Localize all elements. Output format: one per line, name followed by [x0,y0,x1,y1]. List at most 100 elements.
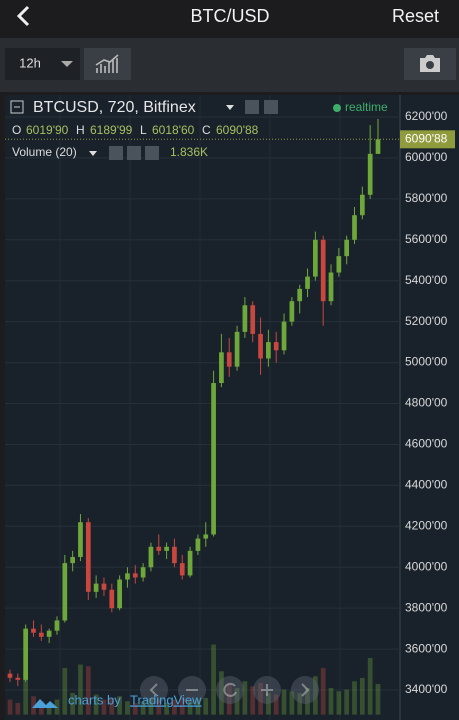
volume-bar [46,702,52,715]
y-tick-label: 4600'00 [405,437,448,451]
volume-bar [313,676,318,715]
eye-icon[interactable] [245,100,259,114]
y-tick-label: 3800'00 [405,600,448,614]
candle-body [62,563,68,621]
candles [7,119,381,686]
grid [5,95,400,720]
y-tick-label: 4200'00 [405,518,448,532]
volume-bar [23,671,29,715]
symbol-dropdown[interactable] [226,105,234,110]
tradingview-logo [32,699,58,708]
candle-body [320,239,326,302]
realtime-label: realtime [345,100,388,114]
volume-bar [125,701,130,715]
candle-body [211,383,216,535]
volume-bar [281,689,287,715]
volume-bar [195,699,201,715]
candle-body [101,583,107,590]
candle-body [359,194,365,216]
volume-bar [273,694,279,715]
close-icon[interactable] [145,146,159,160]
volume-bar [93,694,99,715]
candle-body [164,546,169,551]
volume-bar [328,687,334,715]
volume-bar [266,692,271,715]
plot-area [5,95,400,720]
y-tick-label: 3600'00 [405,641,448,655]
volume-bar [7,699,13,715]
nav-icons [149,682,310,697]
ohlc-value: 6019'90 [26,123,69,137]
candle-body [23,628,29,680]
volume-bar [164,702,169,715]
reset-view-button[interactable] [216,676,244,704]
candle-body [273,342,279,351]
candle-body [93,583,99,592]
volume-bar [203,697,209,715]
price-axis [400,95,459,720]
ohlc-value: 6090'88 [216,123,259,137]
volume-bar [179,697,185,715]
last-price-tag [400,130,455,149]
candle-body [31,628,36,633]
candle-body [313,239,318,277]
volume-bar [211,644,216,715]
volume-dropdown[interactable] [89,151,97,156]
candle-body [266,342,271,359]
scroll-right-button[interactable] [291,676,319,704]
volume-bar [375,684,381,715]
scroll-left-button[interactable] [140,676,168,704]
dropdown-icon [61,61,73,67]
volume-bar [101,699,107,715]
candle-body [219,352,224,384]
candle-body [125,573,130,580]
indicator-button[interactable] [84,48,131,80]
candle-body [7,673,13,678]
volume-bar [226,684,232,715]
settings-icon[interactable] [127,146,141,160]
candle-body [352,215,357,240]
candle-body [203,534,209,539]
eye-icon[interactable] [109,146,123,160]
reset-button[interactable]: Reset [392,6,439,26]
y-tick-label: 6200'00 [405,109,448,123]
volume-bar [219,671,224,715]
collapse-icon[interactable] [10,100,24,114]
candle-body [226,352,232,367]
candle-body [367,153,373,195]
volume-bar [15,702,21,715]
volume-bar [78,664,83,715]
volume-bar [336,691,342,715]
back-button[interactable] [16,5,30,27]
candle-body [85,522,91,592]
volume-bar [62,667,68,715]
y-tick-label: 3400'00 [405,682,448,696]
volume-bar [172,699,177,715]
ohlc-value: 6189'99 [90,123,133,137]
candle-body [148,546,154,568]
y-tick-label: 6000'00 [405,150,448,164]
volume-bar [344,689,350,715]
axis-labels: 3400'00 3600'00 3800'00 4000'00 4200'00 4400'… [5,109,455,696]
settings-icon[interactable] [264,100,278,114]
volume-bar [117,696,122,715]
footer-link[interactable]: TradingView [130,692,202,707]
ohlc-key: H [76,123,85,137]
candle-body [70,557,75,564]
volume-bar [289,691,295,715]
candle-body [15,677,21,680]
candle-body [109,589,115,609]
ohlc-key: O [12,123,21,137]
candle-body [195,538,201,551]
candle-body [289,301,295,322]
volume-bar [250,686,256,715]
volume-bar [320,667,326,715]
indicator-icon [95,54,119,73]
y-tick-label: 5200'00 [405,314,448,328]
volume-bar [297,692,303,715]
candle-body [250,305,256,334]
candle-body [258,333,263,359]
camera-lens [426,61,434,69]
